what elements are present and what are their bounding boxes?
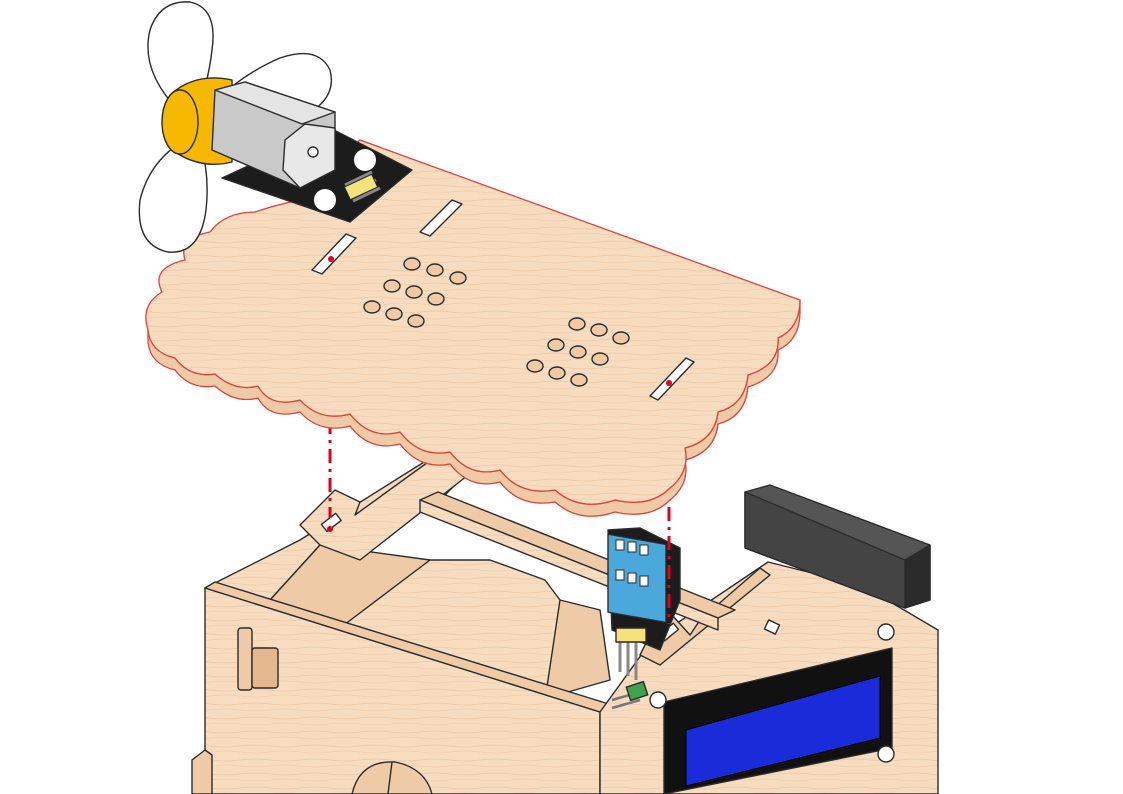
sensor-housing [607, 533, 667, 624]
motor-collar-front [161, 89, 199, 155]
motor-body-top [214, 81, 336, 125]
lcd-back-panel [744, 484, 931, 609]
roof-slot-right [649, 357, 695, 401]
lcd-1602-display [611, 623, 895, 794]
lcd-mount-hole-tr [877, 623, 895, 641]
pcb-hole-1 [354, 149, 376, 171]
gable-small-slot [763, 619, 781, 635]
wall-tab [237, 627, 253, 691]
roof-guide-dot-left [328, 256, 334, 262]
roof-slot-top [419, 199, 463, 237]
left-guide-dot [327, 526, 333, 532]
lcd-header [625, 680, 649, 702]
temperature-humidity-sensor [607, 527, 681, 680]
lcd-mount-hole-tl [649, 691, 667, 709]
roof-panel-top [145, 139, 801, 505]
left-gable-slot [320, 512, 342, 533]
pcb-header [343, 173, 379, 201]
sensor-grill [615, 539, 649, 587]
pcb-hole-2 [314, 189, 336, 211]
lcd-screen [685, 675, 881, 787]
door-line [387, 761, 393, 794]
wall-tab-knob [251, 647, 279, 689]
door-arch [351, 761, 433, 794]
propeller-blade-bottom [138, 139, 208, 253]
roof-guide-dot-right [666, 380, 672, 386]
lcd-mount-hole-br [877, 745, 895, 763]
left-post [191, 749, 213, 794]
roof-vent-holes-left [363, 257, 467, 328]
scalloped-roof-panel [145, 139, 801, 517]
motor-fan-module [138, 1, 413, 253]
roof-slot-left [311, 233, 357, 275]
motor-shaft [307, 146, 319, 158]
sensor-pins [618, 640, 638, 680]
sensor-connector [615, 627, 647, 643]
roof-vent-holes-right [526, 317, 630, 387]
